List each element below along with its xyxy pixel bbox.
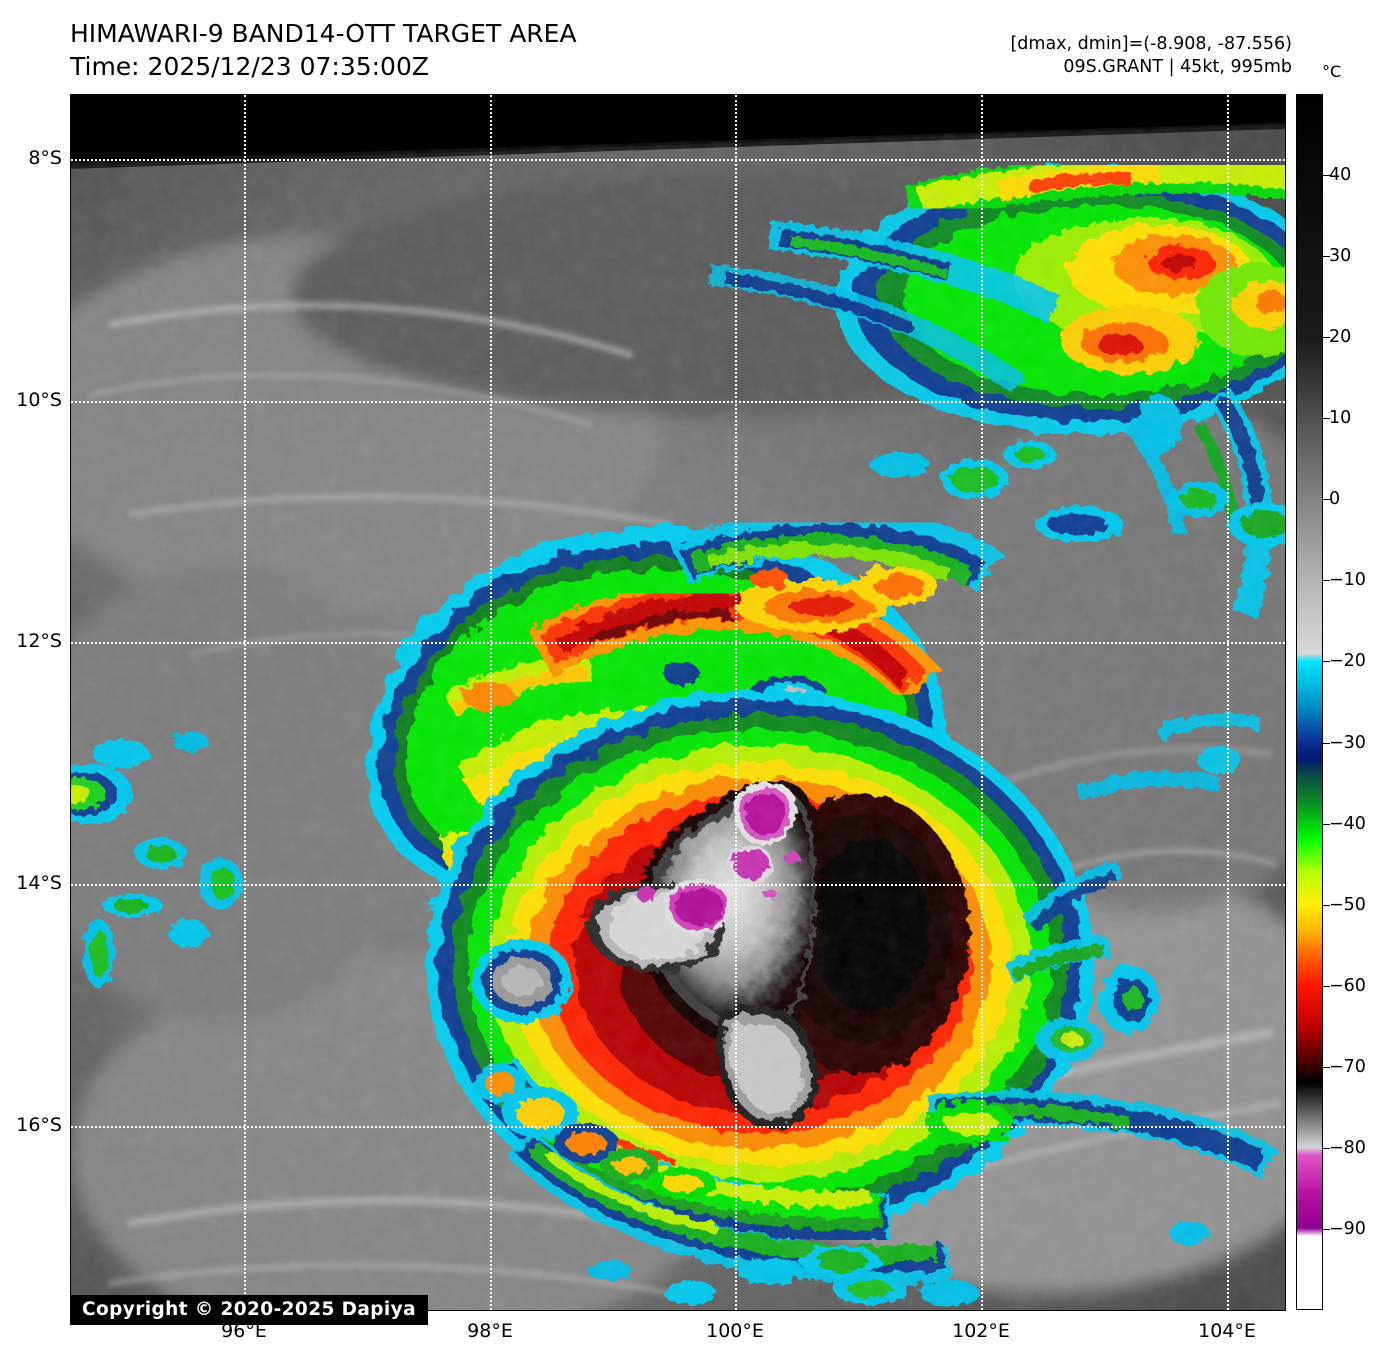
colorbar-tick-label: −90 xyxy=(1329,1218,1366,1239)
colorbar-tickmark xyxy=(1323,661,1330,663)
ytick-label-12s: 12°S xyxy=(16,630,62,652)
colorbar-tickmark xyxy=(1323,742,1330,744)
colorbar-tick-label: −50 xyxy=(1329,894,1366,915)
temperature-colorbar[interactable] xyxy=(1296,94,1323,1310)
ytick-label-16s: 16°S xyxy=(16,1114,62,1136)
colorbar-tick-label: −70 xyxy=(1329,1056,1366,1077)
colorbar-tick-label: −10 xyxy=(1329,570,1366,591)
colorbar-tickmark xyxy=(1323,175,1330,177)
xtick-label-102e: 102°E xyxy=(952,1320,1010,1342)
satellite-image-plot[interactable] xyxy=(70,94,1286,1311)
xtick-label-100e: 100°E xyxy=(706,1320,764,1342)
colorbar-tickmark xyxy=(1323,1147,1330,1149)
header-info: [dmax, dmin]=(-8.908, -87.556) 09S.GRANT … xyxy=(1010,33,1292,79)
ytick-label-10s: 10°S xyxy=(16,389,62,411)
colorbar-tick-label: −60 xyxy=(1329,975,1366,996)
colorbar-gradient xyxy=(1297,95,1322,1309)
colorbar-tick-label: −30 xyxy=(1329,732,1366,753)
colorbar-tickmark xyxy=(1323,337,1330,339)
colorbar-tickmark xyxy=(1323,499,1330,501)
colorbar-tick-label: −40 xyxy=(1329,813,1366,834)
ytick-label-8s: 8°S xyxy=(28,147,62,169)
storm-info-text: 09S.GRANT | 45kt, 995mb xyxy=(1063,57,1292,78)
xtick-label-104e: 104°E xyxy=(1198,1320,1256,1342)
page-title: HIMAWARI-9 BAND14-OTT TARGET AREA Time: 2… xyxy=(70,18,577,83)
xtick-label-98e: 98°E xyxy=(467,1320,513,1342)
colorbar-tickmark xyxy=(1323,985,1330,987)
colorbar-tick-label: 0 xyxy=(1329,489,1341,510)
colorbar-tickmark xyxy=(1323,823,1330,825)
colorbar-tickmark xyxy=(1323,1066,1330,1068)
colorbar-tickmark xyxy=(1323,580,1330,582)
dminmax-text: [dmax, dmin]=(-8.908, -87.556) xyxy=(1010,34,1292,54)
colorbar-unit-label: °C xyxy=(1322,62,1342,81)
colorbar-tickmark xyxy=(1323,904,1330,906)
timestamp-text: Time: 2025/12/23 07:35:00Z xyxy=(70,51,429,81)
ytick-label-14s: 14°S xyxy=(16,872,62,894)
colorbar-tick-label: 10 xyxy=(1329,408,1352,429)
copyright-badge: Copyright © 2020-2025 Dapiya xyxy=(70,1295,428,1325)
colorbar-tick-label: 30 xyxy=(1329,246,1352,267)
colorbar-tick-label: −80 xyxy=(1329,1137,1366,1158)
colorbar-tickmark xyxy=(1323,418,1330,420)
xtick-label-96e: 96°E xyxy=(221,1320,267,1342)
colorbar-tick-label: 20 xyxy=(1329,327,1352,348)
colorbar-tickmark xyxy=(1323,256,1330,258)
title-text: HIMAWARI-9 BAND14-OTT TARGET AREA xyxy=(70,19,577,48)
infrared-satellite-raster xyxy=(71,95,1285,1310)
colorbar-tickmark xyxy=(1323,1228,1330,1230)
colorbar-tick-label: 40 xyxy=(1329,165,1352,186)
colorbar-tick-label: −20 xyxy=(1329,651,1366,672)
